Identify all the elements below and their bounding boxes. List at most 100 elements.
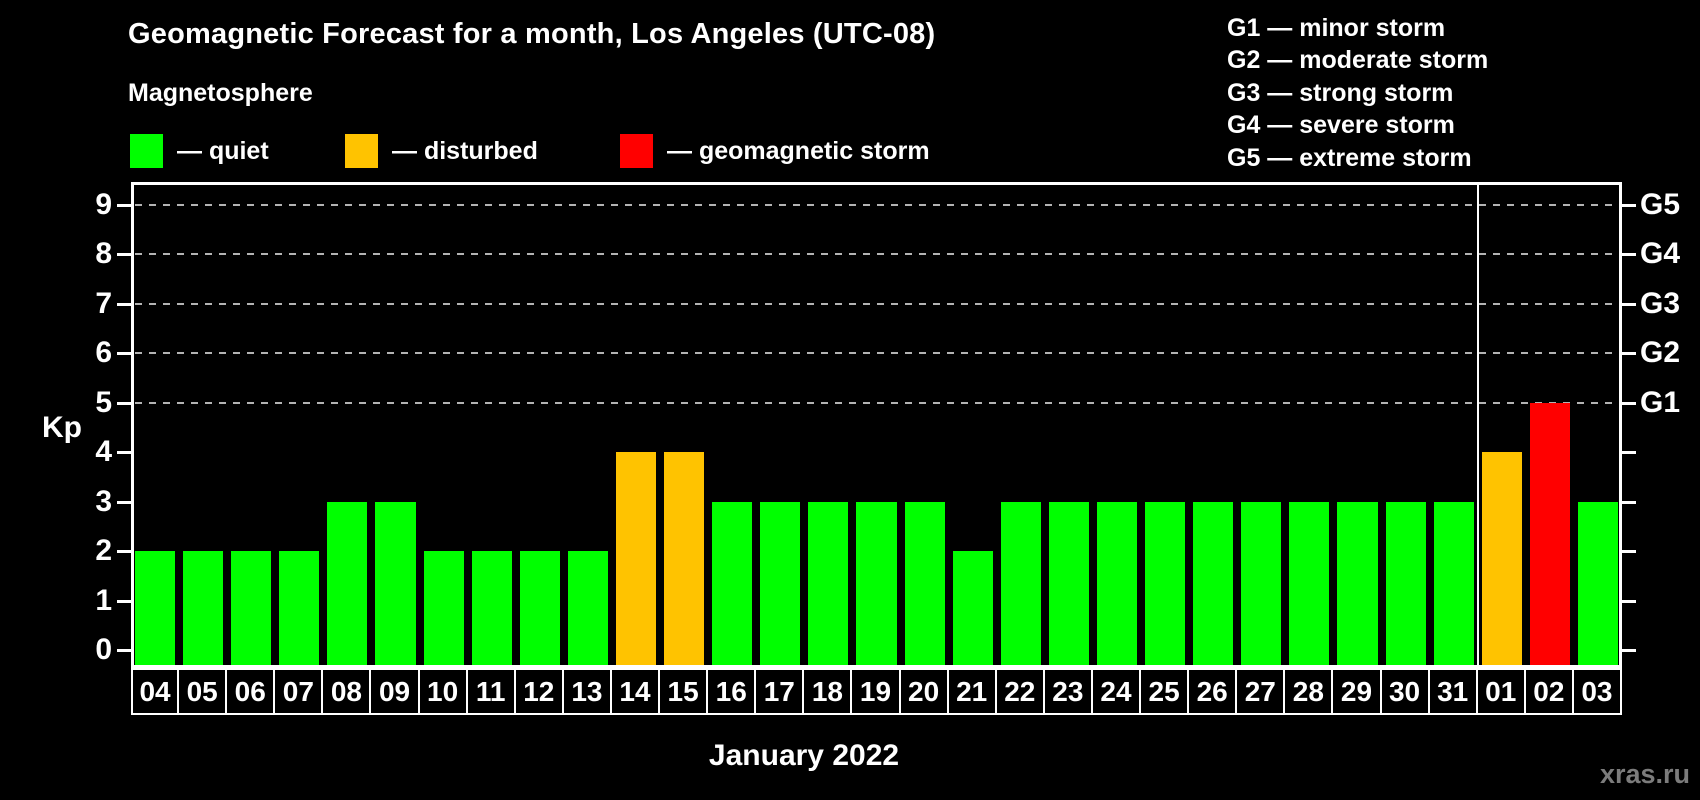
legend-title: Magnetosphere [128,79,313,107]
storm-swatch [620,134,653,168]
day-label-cell: 08 [323,668,372,715]
day-label-cell: 19 [852,668,901,715]
bar-day-01 [1481,452,1522,668]
y-tick-7 [117,302,131,306]
day-label-cell: 14 [611,668,661,715]
right-tick-3 [1622,500,1636,504]
x-axis-title: January 2022 [708,739,900,772]
day-label-cell: 11 [467,668,516,715]
chart-title: Geomagnetic Forecast for a month, Los An… [128,18,936,50]
day-label-cell: 29 [1333,668,1382,715]
g-level-label-g2: G2 [1640,336,1681,369]
bar-day-29 [1337,501,1378,668]
day-label-cell: 18 [804,668,853,715]
day-label-cell: 05 [179,668,228,715]
y-tick-label-8: 8 [95,237,112,270]
day-label-cell: 13 [563,668,612,715]
y-tick-1 [117,599,131,603]
right-tick-1 [1622,599,1636,603]
grid-line-kp6 [135,352,1618,354]
bar-day-26 [1193,501,1234,668]
bar-day-09 [375,501,416,668]
bar-day-05 [183,551,224,668]
day-label-cell: 21 [948,668,997,715]
legend-item-label: — geomagnetic storm [667,136,930,165]
y-tick-3 [117,500,131,504]
disturbed-swatch [345,134,378,168]
bar-day-25 [1145,501,1186,668]
month-separator-line [1476,182,1479,668]
g-level-label-g5: G5 [1640,187,1681,221]
y-axis-title: Kp [42,411,82,444]
storm-scale-line: G5 — extreme storm [1227,143,1472,172]
bar-day-03 [1577,501,1618,668]
bar-day-18 [808,501,849,668]
bar-day-13 [567,551,608,668]
bar-day-14 [615,452,657,668]
day-label-cell: 02 [1525,668,1574,715]
legend-item-storm: — geomagnetic storm [620,133,930,169]
grid-line-kp8 [135,253,1618,255]
bar-day-16 [712,501,753,668]
right-tick-2 [1622,550,1636,553]
plot-area [131,182,1622,668]
bar-day-06 [231,551,272,668]
y-tick-label-9: 9 [95,187,112,221]
bar-day-21 [952,551,993,668]
legend-item-disturbed: — disturbed [345,133,538,169]
bar-day-22 [1000,501,1041,668]
day-label-cell: 28 [1285,668,1334,715]
g-level-label-g4: G4 [1640,237,1681,270]
day-label-cell: 31 [1429,668,1478,715]
bar-day-10 [423,551,464,668]
day-label-cell: 01 [1477,668,1526,715]
day-label-cell: 04 [131,668,180,715]
storm-scale-legend: G1 — minor storm G2 — moderate storm G3 — … [1227,12,1488,174]
day-label-cell: 12 [515,668,564,715]
day-label-cell: 09 [371,668,420,715]
y-tick-8 [117,253,131,256]
grid-line-kp5 [135,401,1618,404]
bar-day-11 [471,551,512,668]
day-label-cell: 23 [1044,668,1093,715]
storm-scale-line: G2 — moderate storm [1227,46,1489,75]
bar-day-24 [1096,501,1138,668]
day-label-cell: 20 [900,668,949,715]
right-tick-8 [1622,253,1636,256]
grid-line-kp7 [135,302,1618,305]
legend-item-label: — quiet [177,136,269,165]
plot-border [131,182,1622,668]
day-label-cell: 07 [275,668,324,715]
day-label-cell: 25 [1141,668,1190,715]
bar-day-19 [856,501,897,668]
day-label-cell: 27 [1237,668,1286,715]
y-tick-label-4: 4 [95,435,112,468]
y-tick-label-1: 1 [95,583,112,617]
day-label-cell: 30 [1381,668,1430,715]
bar-day-20 [904,501,945,668]
grid-line-kp9 [135,203,1618,206]
legend-item-label: — disturbed [392,136,538,165]
bar-day-30 [1385,501,1426,668]
day-label-cell: 26 [1189,668,1238,715]
y-tick-9 [117,203,131,207]
y-tick-label-5: 5 [95,385,112,419]
bar-day-12 [519,551,560,668]
bar-day-17 [760,501,801,668]
day-label-cell: 17 [756,668,805,715]
storm-scale-line: G1 — minor storm [1227,14,1446,42]
day-label-cell: 22 [996,668,1045,715]
y-tick-6 [117,352,131,355]
g-level-label-g1: G1 [1640,385,1681,419]
y-tick-label-6: 6 [95,336,112,369]
bar-day-04 [135,551,176,668]
y-tick-label-3: 3 [95,484,112,518]
day-label-cell: 06 [227,668,276,715]
right-tick-9 [1622,203,1636,207]
legend-item-quiet: — quiet [130,133,269,169]
day-label-cell: 10 [419,668,468,715]
right-tick-4 [1622,451,1636,454]
bar-day-31 [1433,501,1474,668]
day-label-cell: 16 [708,668,757,715]
